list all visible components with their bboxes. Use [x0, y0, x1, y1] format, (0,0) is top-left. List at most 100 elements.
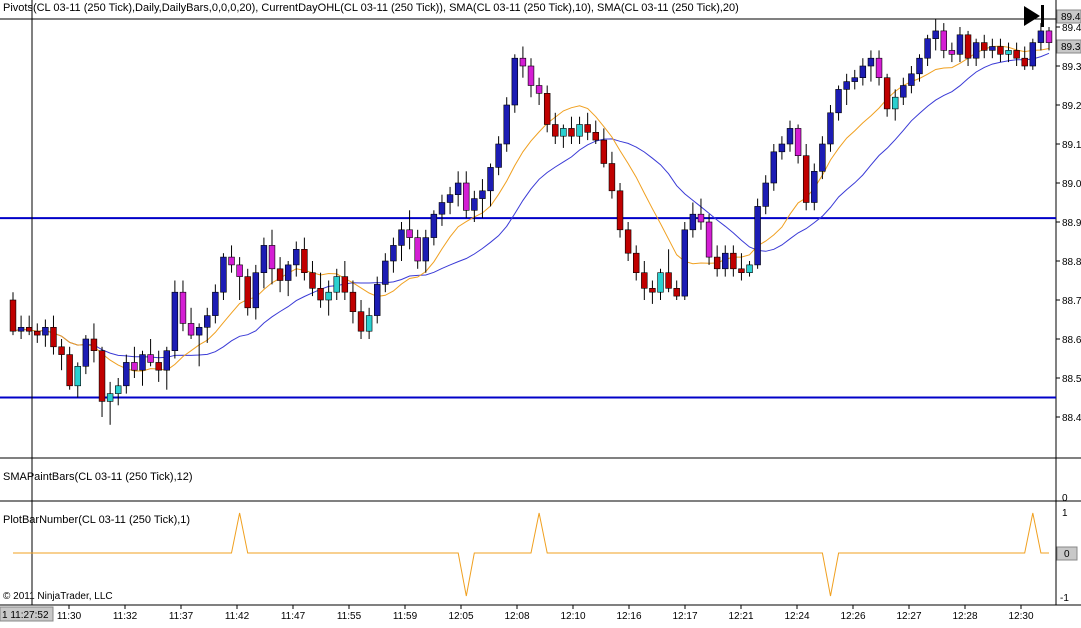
- candle[interactable]: [892, 89, 899, 121]
- candle[interactable]: [82, 335, 90, 375]
- candle[interactable]: [50, 315, 57, 355]
- candle[interactable]: [705, 214, 713, 265]
- candle[interactable]: [883, 73, 891, 117]
- candle[interactable]: [665, 249, 672, 293]
- candle[interactable]: [34, 323, 41, 343]
- candle[interactable]: [17, 315, 25, 339]
- candle[interactable]: [252, 264, 260, 320]
- candle[interactable]: [794, 124, 802, 164]
- candle[interactable]: [179, 280, 187, 332]
- candle[interactable]: [584, 112, 591, 141]
- candle[interactable]: [770, 144, 778, 191]
- candle[interactable]: [365, 307, 373, 339]
- candle[interactable]: [414, 229, 421, 269]
- candle[interactable]: [608, 151, 616, 199]
- candle[interactable]: [487, 163, 494, 207]
- candle[interactable]: [592, 120, 599, 144]
- candle[interactable]: [123, 354, 130, 394]
- candle[interactable]: [268, 229, 276, 285]
- candle[interactable]: [220, 253, 227, 300]
- scroll-to-end-icon[interactable]: [1024, 6, 1040, 26]
- candle[interactable]: [1037, 23, 1045, 51]
- candle[interactable]: [948, 42, 956, 63]
- candle[interactable]: [560, 124, 567, 148]
- candle[interactable]: [616, 183, 624, 238]
- candle[interactable]: [835, 85, 842, 121]
- candle[interactable]: [115, 378, 122, 406]
- candle[interactable]: [236, 257, 243, 300]
- candle[interactable]: [875, 50, 883, 86]
- candle[interactable]: [284, 261, 292, 297]
- candle[interactable]: [333, 268, 340, 300]
- candlestick-series[interactable]: [9, 19, 1053, 425]
- candle[interactable]: [341, 261, 349, 300]
- candle[interactable]: [552, 112, 559, 144]
- candle[interactable]: [511, 54, 519, 113]
- candle[interactable]: [503, 97, 510, 152]
- candle[interactable]: [1029, 38, 1037, 70]
- candle[interactable]: [576, 116, 583, 144]
- candle[interactable]: [819, 136, 826, 180]
- candle[interactable]: [155, 350, 162, 382]
- candle[interactable]: [568, 116, 575, 144]
- candle[interactable]: [908, 66, 915, 94]
- candle[interactable]: [940, 23, 947, 59]
- candle[interactable]: [964, 30, 972, 66]
- candle[interactable]: [260, 237, 268, 289]
- candle[interactable]: [989, 38, 996, 59]
- candle[interactable]: [438, 194, 446, 226]
- candle[interactable]: [495, 136, 502, 176]
- candle[interactable]: [916, 54, 923, 82]
- candle[interactable]: [932, 19, 939, 51]
- candle[interactable]: [600, 128, 608, 168]
- candle[interactable]: [713, 245, 721, 277]
- candle[interactable]: [9, 292, 17, 336]
- candle[interactable]: [244, 268, 251, 316]
- candle[interactable]: [811, 163, 818, 211]
- candle[interactable]: [325, 280, 332, 316]
- candle[interactable]: [786, 120, 794, 152]
- candle[interactable]: [430, 210, 438, 246]
- candle[interactable]: [1005, 42, 1012, 63]
- candle[interactable]: [997, 38, 1004, 63]
- candle[interactable]: [90, 323, 98, 363]
- candle[interactable]: [924, 34, 931, 66]
- candle[interactable]: [754, 198, 761, 269]
- candle[interactable]: [778, 136, 786, 160]
- candle[interactable]: [131, 346, 138, 378]
- candle[interactable]: [1045, 27, 1053, 51]
- candle[interactable]: [212, 284, 219, 324]
- candle[interactable]: [479, 179, 486, 219]
- candle[interactable]: [730, 245, 737, 277]
- candle[interactable]: [446, 186, 454, 215]
- candle[interactable]: [139, 350, 146, 386]
- candle[interactable]: [471, 190, 478, 222]
- candle[interactable]: [106, 381, 114, 425]
- candle[interactable]: [519, 46, 527, 78]
- candle[interactable]: [147, 339, 154, 367]
- candle[interactable]: [171, 280, 179, 359]
- candle[interactable]: [527, 58, 535, 98]
- candle[interactable]: [187, 307, 195, 339]
- candle[interactable]: [454, 171, 462, 207]
- candle[interactable]: [981, 34, 988, 59]
- candle[interactable]: [422, 229, 429, 273]
- candle[interactable]: [276, 257, 284, 293]
- candle[interactable]: [956, 27, 964, 63]
- candle[interactable]: [746, 261, 753, 277]
- candle[interactable]: [697, 198, 705, 230]
- candle[interactable]: [681, 222, 688, 300]
- candle[interactable]: [398, 222, 405, 261]
- candle[interactable]: [867, 50, 875, 82]
- candle[interactable]: [163, 346, 170, 390]
- candle[interactable]: [390, 237, 397, 273]
- candle[interactable]: [972, 38, 980, 66]
- candle[interactable]: [827, 105, 834, 152]
- candle[interactable]: [374, 276, 381, 324]
- candle[interactable]: [843, 73, 850, 105]
- candle[interactable]: [58, 339, 65, 371]
- candle[interactable]: [859, 58, 867, 86]
- candle[interactable]: [900, 77, 907, 105]
- candle[interactable]: [535, 77, 543, 105]
